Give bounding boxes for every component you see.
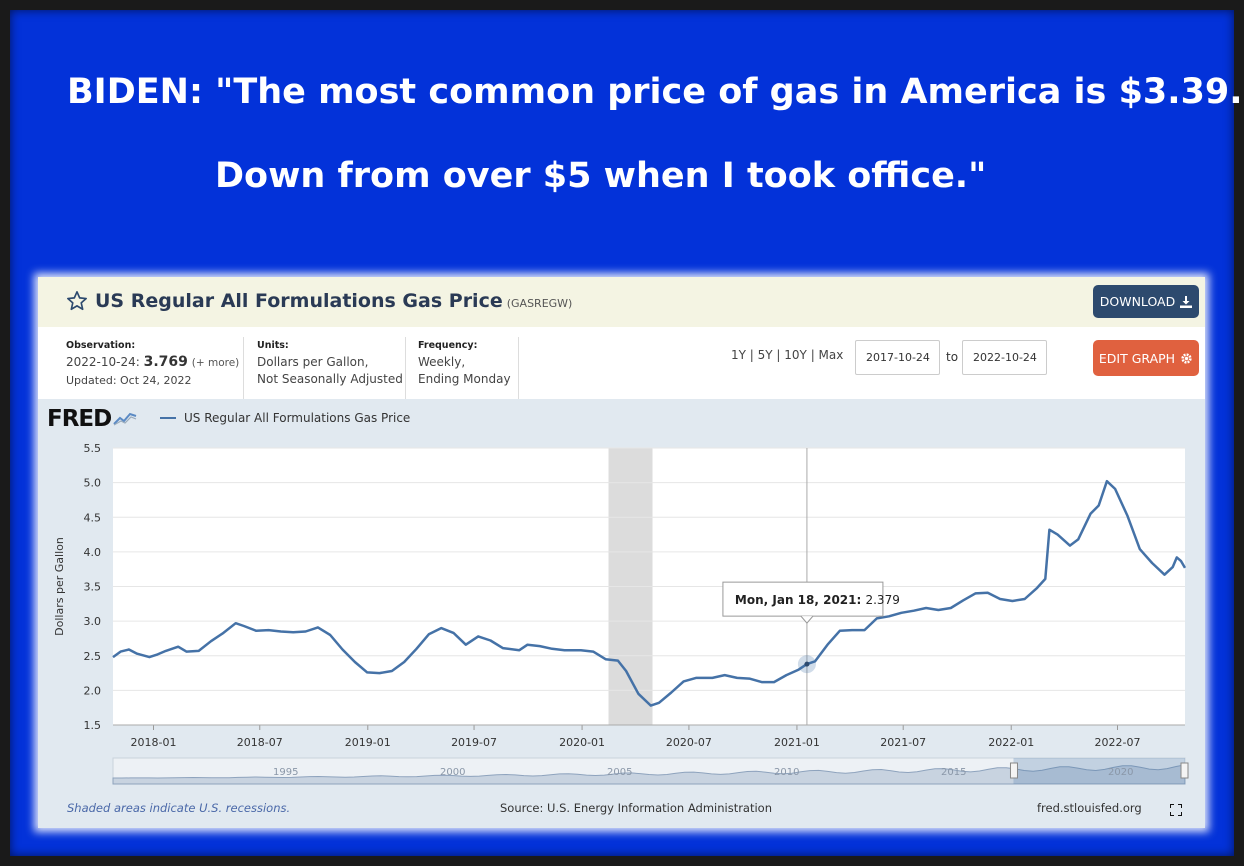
star-icon[interactable] (66, 290, 88, 312)
units-block: Units: Dollars per Gallon, Not Seasonall… (257, 339, 403, 388)
site-link[interactable]: fred.stlouisfed.org (1037, 801, 1142, 815)
x-tick-label: 2019-07 (451, 736, 497, 749)
source-note: Source: U.S. Energy Information Administ… (500, 801, 773, 815)
download-button[interactable]: DOWNLOAD (1093, 285, 1199, 318)
line-chart[interactable]: 1.5 2.0 2.5 3.0 3.5 4.0 4.5 5.0 5.5 2018-01 2018-0… (38, 399, 1205, 828)
download-icon (1180, 295, 1193, 308)
edit-graph-label: EDIT GRAPH (1098, 350, 1176, 366)
frequency-line-2: Ending Monday (418, 372, 511, 386)
navigator-handle (1180, 762, 1189, 779)
fred-logo-text: FRED (47, 406, 112, 432)
units-label: Units: (257, 340, 289, 351)
navigator-year-label: 2020 (1108, 767, 1133, 778)
edit-graph-button[interactable]: EDIT GRAPH (1093, 340, 1199, 376)
series-title-text: US Regular All Formulations Gas Price (95, 290, 503, 312)
tooltip-date: Mon, Jan 18, 2021: (735, 593, 866, 607)
frequency-label: Frequency: (418, 340, 478, 351)
legend-swatch (160, 417, 176, 419)
observation-block: Observation: 2022-10-24: 3.769 (+ more) … (66, 339, 239, 389)
y-tick-label: 3.0 (84, 615, 102, 628)
divider (243, 337, 244, 399)
y-tick-label: 5.0 (84, 477, 102, 490)
x-tick-label: 2021-01 (774, 736, 820, 749)
y-tick-label: 3.5 (84, 581, 102, 594)
observation-date: 2022-10-24: (66, 355, 140, 369)
legend-label: US Regular All Formulations Gas Price (184, 411, 411, 425)
tooltip-value: 2.379 (865, 593, 899, 607)
download-label: DOWNLOAD (1099, 294, 1176, 309)
headline-line-2: Down from over $5 when I took office." (215, 156, 987, 196)
divider (518, 337, 519, 399)
y-tick-label: 4.5 (84, 511, 102, 524)
observation-more-link[interactable]: (+ more) (191, 357, 240, 369)
headline-line-1: BIDEN: "The most common price of gas in … (67, 72, 1243, 112)
navigator-selection (1013, 758, 1185, 784)
navigator-year-label: 1995 (273, 767, 298, 778)
fred-logo-graph-icon (113, 412, 137, 426)
range-selector[interactable]: 1Y | 5Y | 10Y | Max (731, 348, 844, 362)
units-line-1: Dollars per Gallon, (257, 355, 369, 369)
tooltip-pointer (800, 615, 814, 624)
end-date-input[interactable]: 2022-10-24 (962, 340, 1047, 375)
x-tick-label: 2019-01 (345, 736, 391, 749)
y-tick-label: 1.5 (84, 719, 102, 732)
chart-legend: US Regular All Formulations Gas Price (160, 411, 410, 425)
divider (405, 337, 406, 399)
observation-value: 3.769 (143, 354, 188, 370)
observation-label: Observation: (66, 340, 136, 351)
navigator-year-label: 2005 (607, 767, 632, 778)
gear-icon (1181, 352, 1192, 364)
y-tick-label: 4.0 (84, 546, 102, 559)
navigator-year-label: 2000 (440, 767, 465, 778)
y-tick-label: 2.5 (84, 650, 102, 663)
x-tick-label: 2020-01 (559, 736, 605, 749)
x-tick-label: 2018-07 (237, 736, 283, 749)
updated-date: Updated: Oct 24, 2022 (66, 374, 192, 387)
y-tick-label: 5.5 (84, 442, 102, 455)
frequency-line-1: Weekly, (418, 355, 466, 369)
y-tick-label: 2.0 (84, 684, 102, 697)
x-tick-label: 2021-07 (880, 736, 926, 749)
hover-point (804, 661, 810, 667)
x-tick-label: 2022-07 (1095, 736, 1141, 749)
units-line-2: Not Seasonally Adjusted (257, 372, 403, 386)
y-axis-label: Dollars per Gallon (53, 537, 66, 636)
recession-note: Shaded areas indicate U.S. recessions. (67, 801, 291, 815)
fred-logo: FRED (47, 406, 137, 432)
card-header: US Regular All Formulations Gas Price (GA… (38, 277, 1205, 327)
start-date-input[interactable]: 2017-10-24 (855, 340, 940, 375)
navigator-handle (1009, 762, 1018, 779)
series-line (112, 479, 1187, 707)
series-code: (GASREGW) (506, 297, 573, 310)
navigator-year-label: 2015 (941, 767, 966, 778)
tooltip-text: Mon, Jan 18, 2021: 2.379 (735, 593, 900, 607)
to-label: to (946, 350, 959, 364)
fullscreen-icon[interactable] (1170, 804, 1182, 816)
frequency-block: Frequency: Weekly, Ending Monday (418, 339, 511, 388)
fred-graph-card: US Regular All Formulations Gas Price (GA… (38, 277, 1205, 828)
series-title: US Regular All Formulations Gas Price (GA… (95, 290, 572, 312)
chart-area: 1.5 2.0 2.5 3.0 3.5 4.0 4.5 5.0 5.5 2018-01 2018-0… (38, 399, 1205, 828)
navigator-year-label: 2010 (774, 767, 799, 778)
tooltip-box (722, 581, 884, 617)
x-tick-label: 2018-01 (131, 736, 177, 749)
navigator-series (112, 764, 1186, 785)
x-tick-label: 2020-07 (666, 736, 712, 749)
x-tick-label: 2022-01 (988, 736, 1034, 749)
